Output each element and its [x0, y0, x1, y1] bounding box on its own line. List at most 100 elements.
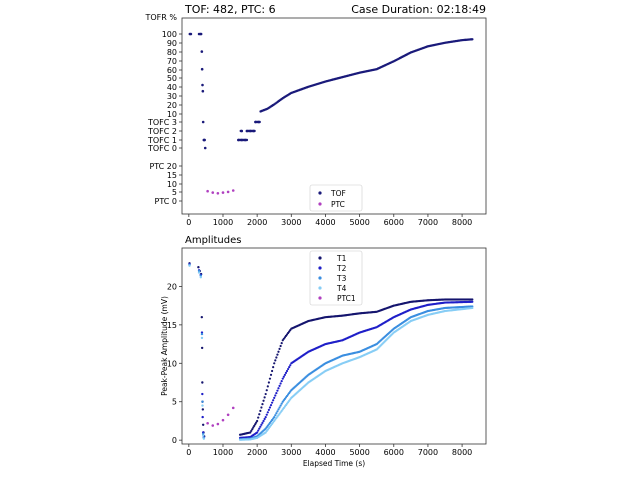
t2-point: [201, 415, 204, 419]
t1-point: [275, 356, 278, 359]
legend-marker-t1: [318, 256, 322, 260]
amplitudes-y-tick-label: 10: [167, 359, 177, 368]
t1-point: [252, 426, 255, 429]
t1-point: [269, 373, 273, 376]
tof-y-tick-label: 10: [167, 180, 177, 189]
legend-label-tof: TOF: [330, 189, 346, 198]
amplitudes-y-tick-label: 20: [167, 282, 177, 291]
tof-y-tick-label: 15: [167, 171, 177, 180]
t1-point: [272, 366, 275, 369]
tof-x-ticks: 0 1000 2000 3000 4000 5000 6000 7000 8000: [186, 214, 472, 227]
t1-point: [258, 413, 261, 416]
t3-point: [200, 332, 204, 336]
ptc1-point: [226, 413, 230, 417]
t2-point: [285, 369, 289, 373]
t1-point: [255, 421, 258, 424]
t2-point: [269, 403, 273, 407]
t2-point: [261, 421, 264, 424]
t4-point: [201, 434, 205, 437]
t2-point: [267, 408, 270, 411]
t2-point: [281, 377, 284, 380]
amplitudes-x-tick-label: 7000: [418, 448, 438, 457]
tof-point: [200, 67, 204, 71]
t1-point: [251, 428, 254, 431]
amplitudes-chart: Amplitudes 0 5 10 15 20 0 1000 2000 3000 4000 500…: [160, 235, 487, 468]
t1-point: [257, 416, 260, 419]
legend-label-ptc: PTC: [331, 200, 345, 209]
t3-point: [471, 305, 474, 308]
tof-y-tick-label: TOFC 1: [147, 136, 177, 145]
t1-point: [254, 423, 257, 426]
ptc1-point: [231, 406, 235, 410]
tof-y-tick-label: 40: [167, 83, 177, 92]
t1-point: [276, 353, 279, 356]
tof-y-tick-label: PTC 0: [155, 197, 177, 206]
t4-point: [188, 264, 191, 267]
t1-point: [250, 429, 253, 432]
amplitudes-chart-frame: [181, 247, 487, 445]
t1-point: [263, 396, 266, 399]
tof-point: [199, 32, 203, 36]
status-text: TOF: 482, PTC: 6: [184, 3, 276, 16]
t1-point: [274, 359, 277, 362]
tof-x-tick-label: 0: [186, 218, 191, 227]
case-duration-text: Case Duration: 02:18:49: [351, 3, 486, 16]
amplitudes-title: Amplitudes: [185, 235, 241, 246]
tof-y-tick-label: 80: [167, 48, 177, 57]
t1-point: [197, 266, 200, 269]
t1-point: [260, 406, 263, 409]
amplitudes-x-tick-label: 0: [186, 448, 191, 457]
tof-marks: [188, 32, 474, 195]
t3-point: [273, 415, 276, 419]
t2-point: [279, 382, 282, 385]
t4-point: [197, 271, 201, 274]
t4-point: [471, 306, 474, 310]
t1-point: [253, 424, 256, 427]
tof-y-tick-label: TOFC 3: [147, 118, 177, 127]
t2-point: [287, 367, 290, 371]
t1-point: [273, 362, 276, 365]
tof-x-tick-label: 8000: [452, 218, 472, 227]
t1-point: [256, 419, 259, 423]
tof-x-tick-label: 3000: [281, 218, 301, 227]
tof-x-tick-label: 6000: [384, 218, 404, 227]
t2-point: [471, 300, 474, 303]
t2-point: [283, 373, 286, 376]
t1-point: [265, 389, 268, 392]
t1-point: [280, 342, 283, 345]
t2-point: [273, 396, 276, 399]
ptc1-point: [216, 422, 220, 426]
amplitudes-x-tick-label: 3000: [281, 448, 301, 457]
amplitudes-x-tick-label: 1000: [213, 448, 233, 457]
t2-point: [259, 425, 262, 428]
t1-point: [471, 298, 474, 301]
ptc-point: [221, 191, 225, 194]
ptc-point: [216, 192, 220, 195]
legend-label-ptc1: PTC1: [337, 294, 356, 303]
t2-point: [260, 423, 263, 426]
t2-point: [257, 429, 260, 432]
tof-point: [253, 129, 256, 133]
tof-y-tick-label: TOFR %: [145, 13, 178, 22]
legend-label-t2: T2: [336, 264, 347, 273]
t3-point: [278, 406, 281, 409]
tof-point: [203, 146, 207, 150]
t1-point: [262, 399, 265, 402]
tof-point: [201, 120, 205, 124]
tof-point: [471, 38, 474, 41]
tof-point: [201, 83, 204, 87]
ptc-point: [231, 189, 235, 192]
t3-point: [280, 402, 283, 405]
t1-point: [268, 377, 272, 380]
t1-point: [261, 403, 264, 406]
tof-point: [245, 138, 249, 142]
t4-point: [202, 437, 206, 440]
t3-point: [279, 404, 282, 407]
t1-point: [266, 385, 269, 388]
t1-point: [201, 381, 204, 384]
tof-y-tick-label: 90: [167, 39, 177, 48]
amplitudes-y-tick-label: 0: [172, 436, 177, 445]
tof-y-tick-label: 60: [167, 66, 177, 75]
